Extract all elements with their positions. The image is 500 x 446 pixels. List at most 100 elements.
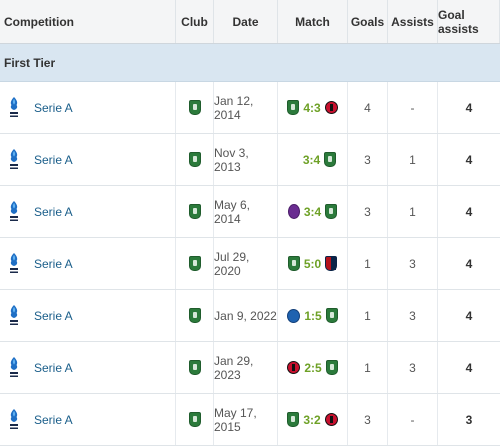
match-cell: 1:5 [278, 290, 348, 341]
date-cell: Nov 3, 2013 [214, 134, 278, 185]
sassuolo-crest-icon[interactable] [188, 256, 201, 271]
club-cell [176, 186, 214, 237]
match-score-link[interactable]: 2:5 [304, 360, 322, 375]
table-row: Serie A Jan 29, 2023 2:5 1 3 4 [0, 342, 500, 394]
match-score-link[interactable]: 3:4 [302, 152, 321, 167]
competition-cell: Serie A [0, 290, 176, 341]
goal-assists-cell: 4 [465, 100, 473, 115]
sassuolo-crest-icon[interactable] [287, 256, 300, 271]
serie-a-logo-icon[interactable] [8, 408, 20, 432]
sassuolo-crest-icon[interactable] [188, 308, 201, 323]
table-row: Serie A May 17, 2015 3:2 3-3 [0, 394, 500, 446]
assists-cell: 1 [388, 186, 438, 237]
table-row: Serie A Jan 9, 2022 1:5 1 3 4 [0, 290, 500, 342]
sassuolo-crest-icon[interactable] [325, 308, 338, 323]
assists-cell: 3 [388, 238, 438, 289]
competition-link[interactable]: Serie A [34, 412, 73, 427]
competition-link[interactable]: Serie A [34, 360, 73, 375]
date-cell: Jan 12, 2014 [214, 82, 278, 133]
serie-a-logo-icon[interactable] [8, 252, 20, 276]
section-title: First Tier [4, 55, 56, 70]
table-header: Competition Club Date Match Goals Assist… [0, 0, 500, 44]
club-cell [176, 82, 214, 133]
club-cell [176, 238, 214, 289]
match-score-link[interactable]: 3:4 [303, 204, 322, 219]
sassuolo-crest-icon[interactable] [188, 412, 201, 427]
date-cell: Jan 29, 2023 [214, 342, 278, 393]
sassuolo-crest-icon[interactable] [188, 204, 201, 219]
sassuolo-crest-icon[interactable] [188, 152, 201, 167]
match-score-link[interactable]: 1:5 [304, 308, 322, 323]
sassuolo-crest-icon[interactable] [287, 100, 300, 115]
club-cell [176, 394, 214, 445]
competition-cell: Serie A [0, 238, 176, 289]
milan-crest-icon[interactable] [287, 361, 301, 374]
goals-cell: 3 [348, 134, 388, 185]
goal-assists-cell: 4 [465, 152, 473, 167]
sampdoria-crest-icon[interactable] [289, 153, 299, 166]
match-cell: 3:4 [278, 134, 348, 185]
match-score-link[interactable]: 5:0 [303, 256, 322, 271]
assists-cell: 3 [388, 342, 438, 393]
sassuolo-crest-icon[interactable] [325, 204, 338, 219]
header-match[interactable]: Match [278, 0, 348, 43]
match-score-link[interactable]: 4:3 [303, 100, 321, 115]
sassuolo-crest-icon[interactable] [325, 360, 338, 375]
competition-cell: Serie A [0, 82, 176, 133]
sassuolo-crest-icon[interactable] [188, 100, 201, 115]
header-assists[interactable]: Assists [388, 0, 438, 43]
genoa-crest-icon[interactable] [325, 256, 338, 271]
serie-a-logo-icon[interactable] [8, 304, 20, 328]
club-cell [176, 134, 214, 185]
club-cell [176, 290, 214, 341]
assists-cell: - [388, 394, 438, 445]
table-row: Serie A Nov 3, 2013 3:4 3 1 4 [0, 134, 500, 186]
serie-a-logo-icon[interactable] [8, 200, 20, 224]
sassuolo-crest-icon[interactable] [324, 152, 337, 167]
match-cell: 3:2 [278, 394, 348, 445]
goal-assists-cell: 3 [465, 412, 473, 427]
goals-cell: 1 [348, 342, 388, 393]
header-date[interactable]: Date [214, 0, 278, 43]
section-row: First Tier [0, 44, 500, 82]
date-cell: May 6, 2014 [214, 186, 278, 237]
competition-cell: Serie A [0, 134, 176, 185]
competition-cell: Serie A [0, 394, 176, 445]
empoli-crest-icon[interactable] [287, 308, 301, 323]
competition-link[interactable]: Serie A [34, 152, 73, 167]
date-cell: Jul 29, 2020 [214, 238, 278, 289]
table-row: Serie A May 6, 2014 3:4 3 1 4 [0, 186, 500, 238]
assists-cell: 1 [388, 134, 438, 185]
goal-assists-cell: 4 [465, 360, 473, 375]
competition-link[interactable]: Serie A [34, 256, 73, 271]
competition-link[interactable]: Serie A [34, 308, 73, 323]
milan-crest-icon[interactable] [324, 101, 338, 114]
goals-cell: 3 [348, 394, 388, 445]
competition-link[interactable]: Serie A [34, 204, 73, 219]
serie-a-logo-icon[interactable] [8, 96, 20, 120]
sassuolo-crest-icon[interactable] [287, 412, 300, 427]
header-club[interactable]: Club [176, 0, 214, 43]
header-competition[interactable]: Competition [0, 0, 176, 43]
table-body: Serie A Jan 12, 2014 4:3 4 - 4 Serie A Nov 3, 2… [0, 82, 500, 446]
competition-link[interactable]: Serie A [34, 100, 73, 115]
header-goals[interactable]: Goals [348, 0, 388, 43]
goals-cell: 4 [348, 82, 388, 133]
competition-cell: Serie A [0, 186, 176, 237]
table-row: Serie A Jan 12, 2014 4:3 4-4 [0, 82, 500, 134]
goals-cell: 1 [348, 238, 388, 289]
sassuolo-crest-icon[interactable] [188, 360, 201, 375]
serie-a-logo-icon[interactable] [8, 148, 20, 172]
competition-cell: Serie A [0, 342, 176, 393]
goals-cell: 1 [348, 290, 388, 341]
milan-crest-icon[interactable] [324, 413, 338, 426]
assists-cell: 3 [388, 290, 438, 341]
fiorentina-crest-icon[interactable] [287, 204, 300, 219]
match-score-link[interactable]: 3:2 [303, 412, 321, 427]
goals-cell: 3 [348, 186, 388, 237]
goal-assists-cell: 4 [465, 204, 473, 219]
table-row: Serie A Jul 29, 2020 5:0 1 3 4 [0, 238, 500, 290]
serie-a-logo-icon[interactable] [8, 356, 20, 380]
header-goal-assists[interactable]: Goal assists [438, 0, 500, 43]
